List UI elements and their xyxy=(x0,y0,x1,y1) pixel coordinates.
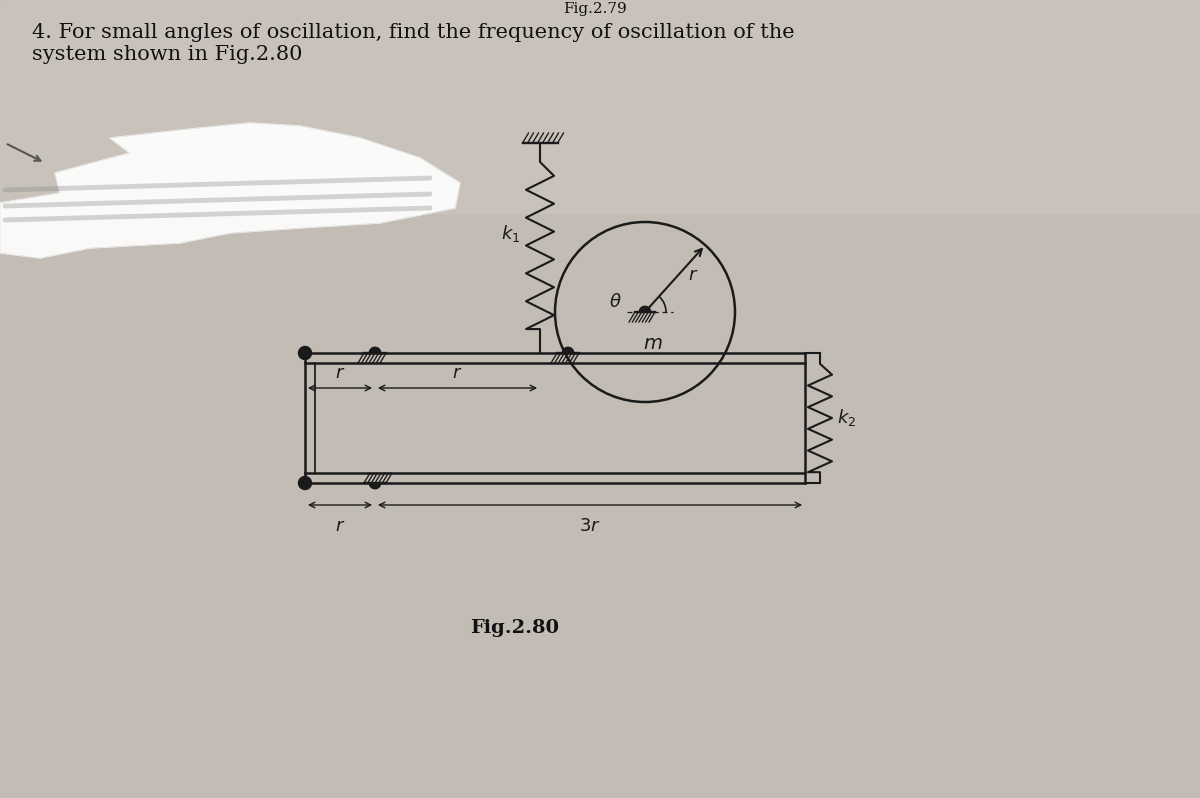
Polygon shape xyxy=(370,483,380,488)
Text: $3r$: $3r$ xyxy=(580,517,601,535)
Polygon shape xyxy=(0,123,460,258)
Text: Fig.2.80: Fig.2.80 xyxy=(470,619,559,637)
Text: $r$: $r$ xyxy=(452,364,463,382)
Bar xyxy=(0,0,1200,213)
Text: Fig.2.79: Fig.2.79 xyxy=(563,2,626,16)
Text: $r$: $r$ xyxy=(335,517,346,535)
Circle shape xyxy=(299,476,312,489)
Polygon shape xyxy=(370,347,380,353)
Text: $m$: $m$ xyxy=(643,335,662,353)
Text: $r$: $r$ xyxy=(335,364,346,382)
Polygon shape xyxy=(563,347,574,353)
Text: 4. For small angles of oscillation, find the frequency of oscillation of the
sys: 4. For small angles of oscillation, find… xyxy=(32,23,794,64)
Text: $r$: $r$ xyxy=(688,266,698,283)
Text: $\theta$: $\theta$ xyxy=(608,293,622,311)
Text: $k_2$: $k_2$ xyxy=(838,408,856,429)
Text: $k_1$: $k_1$ xyxy=(500,223,520,243)
Polygon shape xyxy=(640,306,650,312)
Circle shape xyxy=(299,346,312,360)
